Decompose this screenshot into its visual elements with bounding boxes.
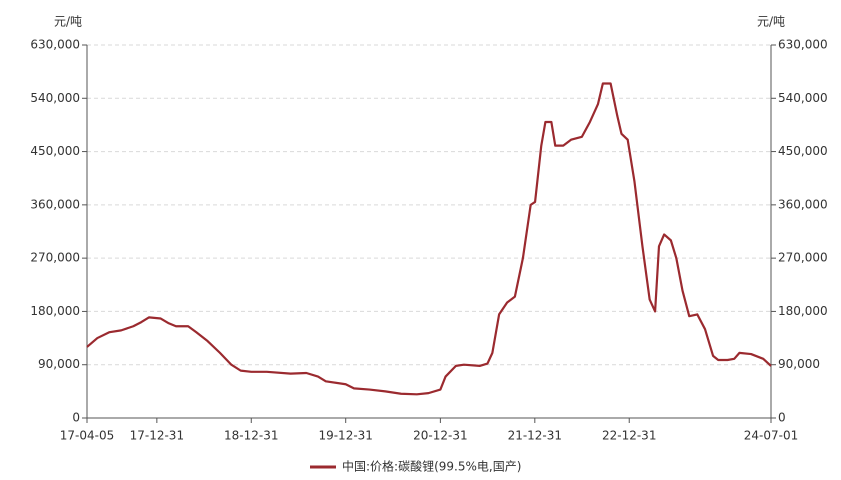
y-tick-label: 90,000 — [38, 357, 80, 371]
y-tick-label: 0 — [72, 411, 80, 425]
x-tick-label: 22-12-31 — [602, 429, 656, 443]
y-tick-label: 450,000 — [30, 144, 80, 158]
x-tick-label: 18-12-31 — [224, 429, 278, 443]
y-tick-label: 540,000 — [30, 91, 80, 105]
y2-tick-label: 360,000 — [778, 197, 828, 211]
x-tick-label: 20-12-31 — [413, 429, 467, 443]
x-tick-label: 19-12-31 — [318, 429, 372, 443]
y2-tick-label: 540,000 — [778, 91, 828, 105]
y-tick-label: 360,000 — [30, 197, 80, 211]
y-tick-label: 630,000 — [30, 38, 80, 52]
y2-axis-unit: 元/吨 — [757, 15, 785, 29]
y2-tick-label: 0 — [778, 411, 786, 425]
y-tick-label: 270,000 — [30, 251, 80, 265]
line-series — [86, 82, 772, 396]
y2-tick-label: 450,000 — [778, 144, 828, 158]
y-tick-label: 180,000 — [30, 304, 80, 318]
y2-tick-label: 90,000 — [778, 357, 820, 371]
x-tick-label: 17-12-31 — [130, 429, 184, 443]
y-axis-unit: 元/吨 — [54, 15, 82, 29]
x-tick-label: 24-07-01 — [744, 429, 798, 443]
y2-tick-label: 630,000 — [778, 38, 828, 52]
x-tick-label: 21-12-31 — [508, 429, 562, 443]
y2-tick-label: 270,000 — [778, 251, 828, 265]
legend-label: 中国:价格:碳酸锂(99.5%电,国产) — [342, 459, 521, 474]
x-tick-label: 17-04-05 — [60, 429, 114, 443]
y2-tick-label: 180,000 — [778, 304, 828, 318]
